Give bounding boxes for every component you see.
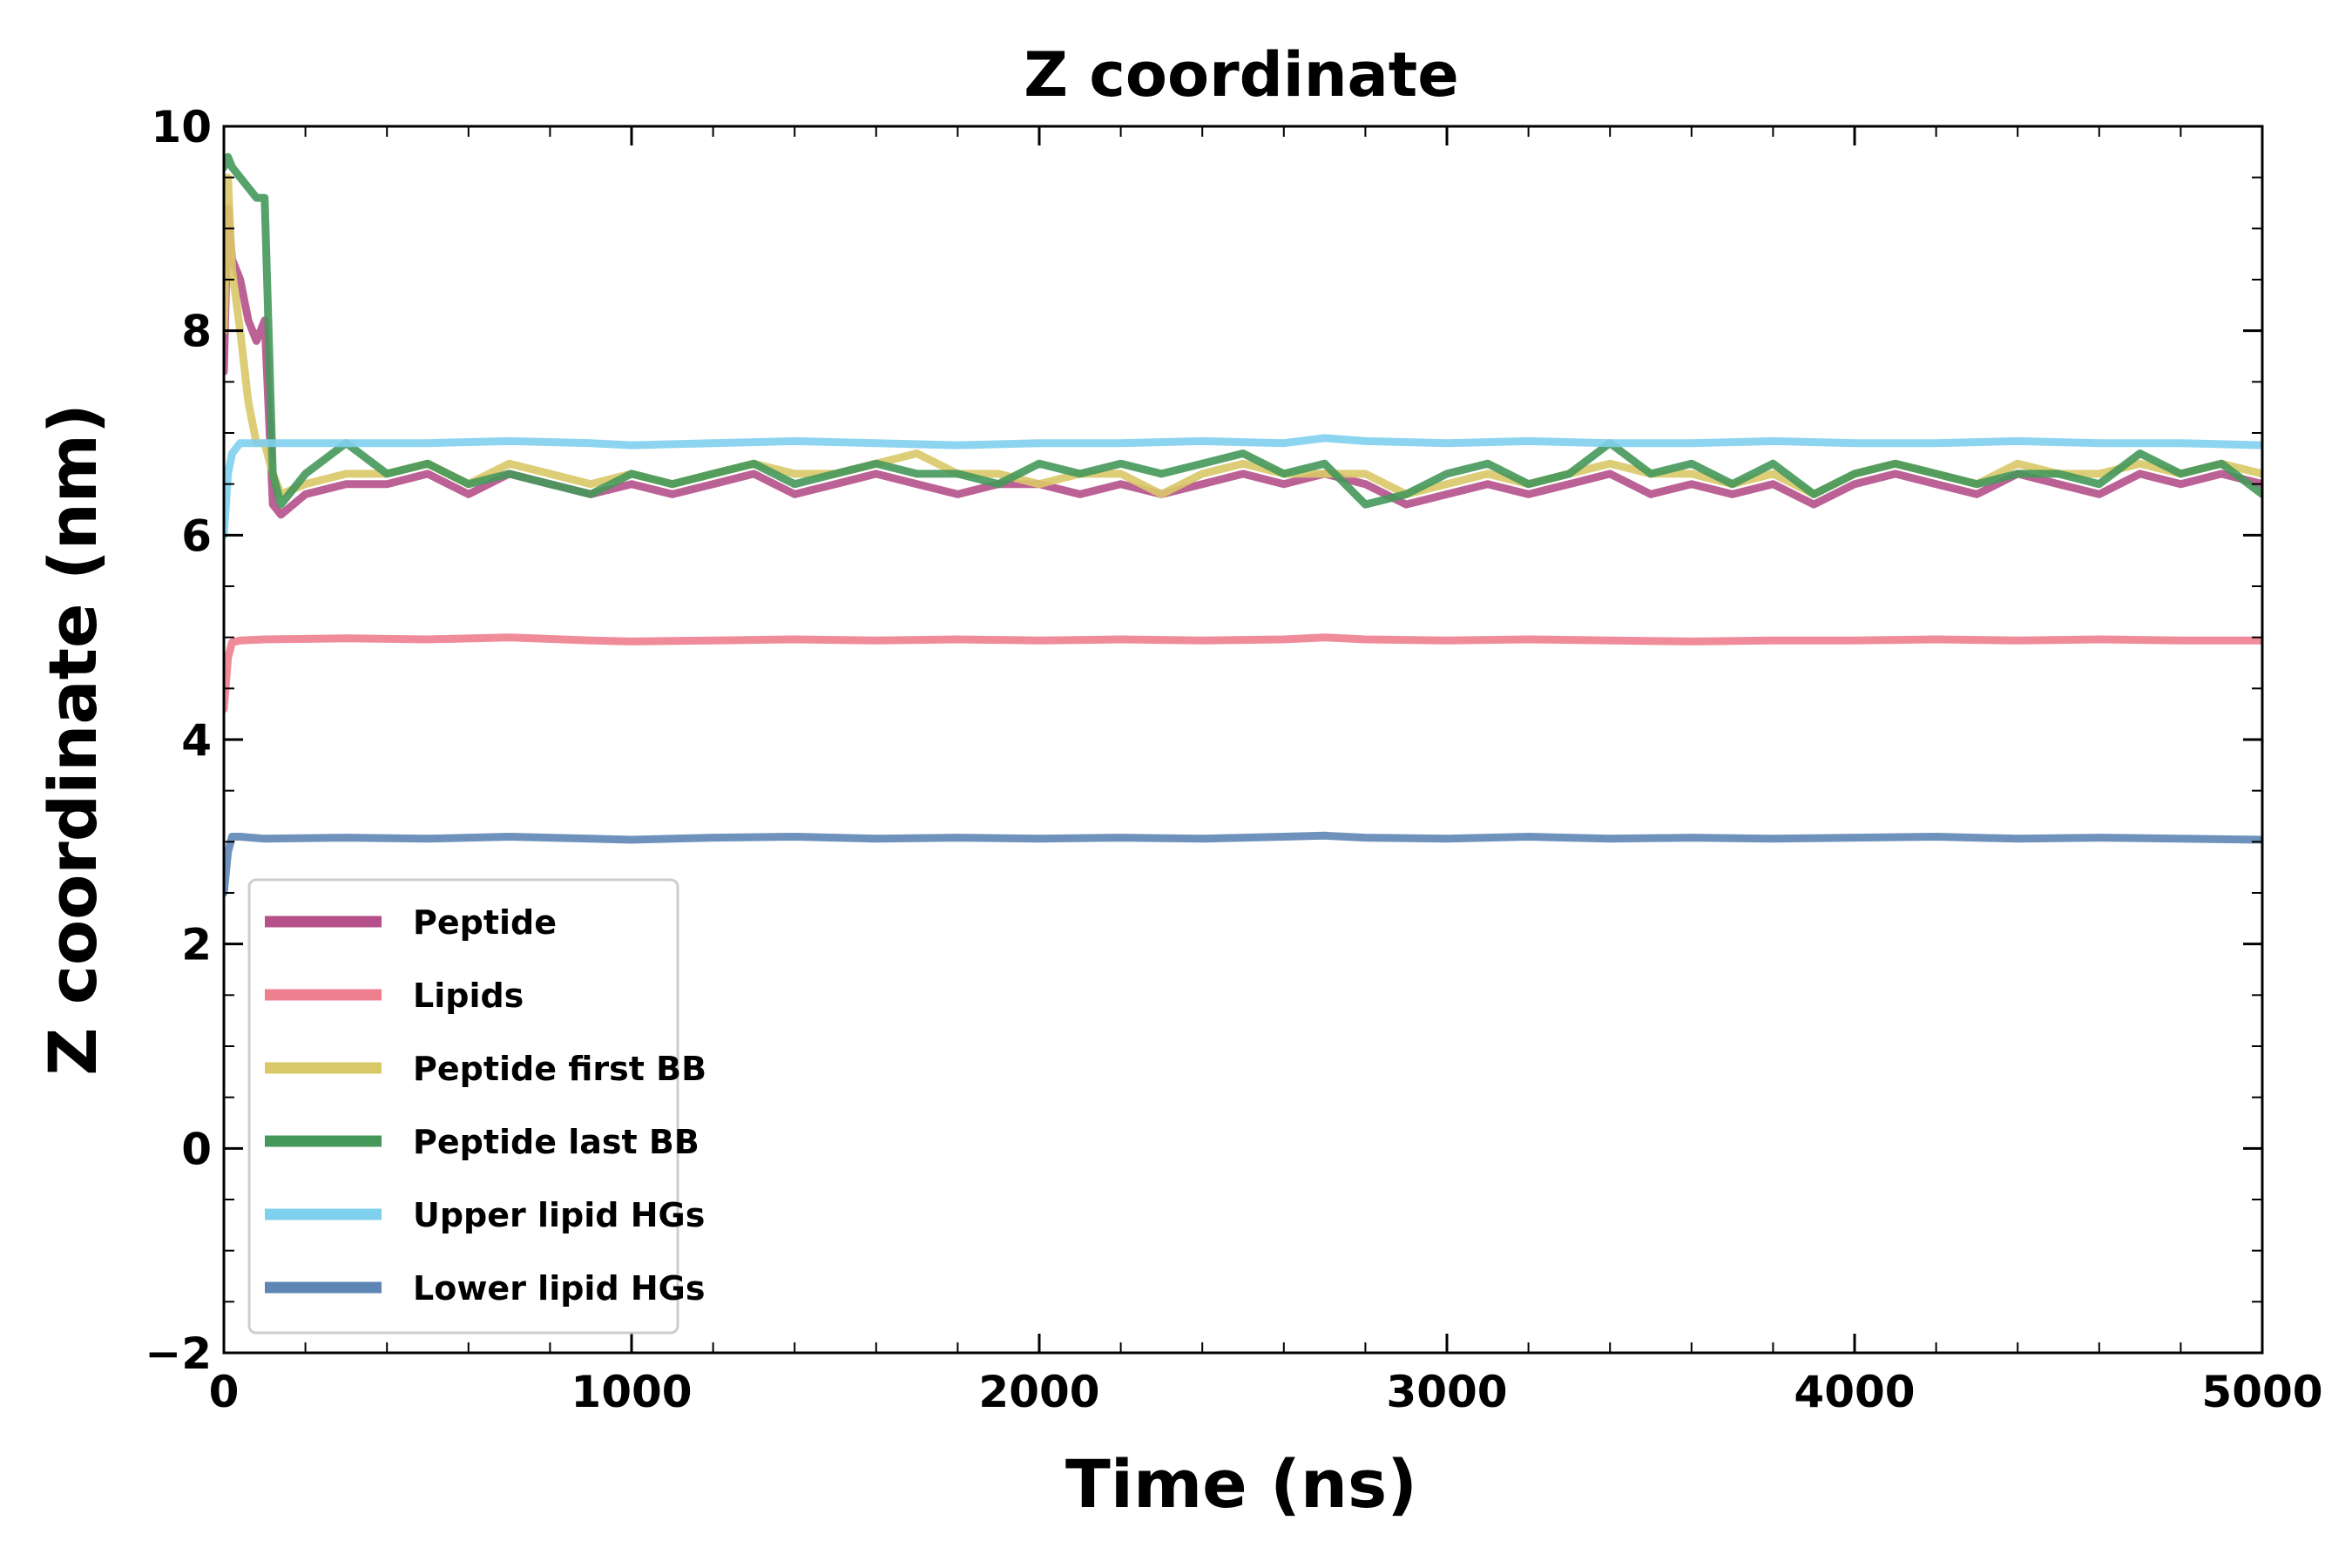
series-line-6 bbox=[224, 831, 2262, 897]
x-tick-label: 2000 bbox=[978, 1367, 1099, 1417]
x-tick-label: 4000 bbox=[1794, 1367, 1915, 1417]
series-line-2 bbox=[224, 633, 2262, 713]
x-axis-label: Time (ns) bbox=[1065, 1445, 1417, 1523]
series-line-5 bbox=[224, 434, 2262, 539]
series-layer bbox=[224, 152, 2262, 897]
x-tick-label: 1000 bbox=[571, 1367, 692, 1417]
x-tick-label: 0 bbox=[209, 1367, 240, 1417]
y-tick-label: −2 bbox=[145, 1328, 212, 1379]
series-line-1 bbox=[224, 204, 2262, 519]
y-tick-label: 0 bbox=[181, 1124, 212, 1174]
legend-label: Peptide bbox=[413, 903, 557, 942]
y-tick-label: 10 bbox=[151, 102, 212, 152]
legend-label: Peptide first BB bbox=[413, 1050, 706, 1088]
legend-label: Lower lipid HGs bbox=[413, 1269, 706, 1308]
series-line-3 bbox=[224, 173, 2262, 498]
y-tick-label: 4 bbox=[181, 715, 212, 766]
legend-label: Upper lipid HGs bbox=[413, 1196, 705, 1234]
ticks-layer bbox=[222, 125, 2264, 1355]
y-tick-label: 6 bbox=[181, 510, 212, 561]
x-tick-label: 5000 bbox=[2201, 1367, 2322, 1417]
y-tick-label: 2 bbox=[181, 920, 212, 970]
legend-box bbox=[247, 878, 679, 1335]
legend: Peptide Lipids Peptide first BB Peptide las… bbox=[247, 878, 706, 1335]
x-tick-label: 3000 bbox=[1386, 1367, 1507, 1417]
y-tick-label: 8 bbox=[181, 307, 212, 357]
chart-title: Z coordinate bbox=[1024, 39, 1458, 111]
legend-label: Lipids bbox=[413, 977, 524, 1015]
series-line-4 bbox=[224, 152, 2262, 509]
legend-label: Peptide last BB bbox=[413, 1123, 700, 1161]
y-axis-label: Z coordinate (nm) bbox=[34, 403, 112, 1075]
